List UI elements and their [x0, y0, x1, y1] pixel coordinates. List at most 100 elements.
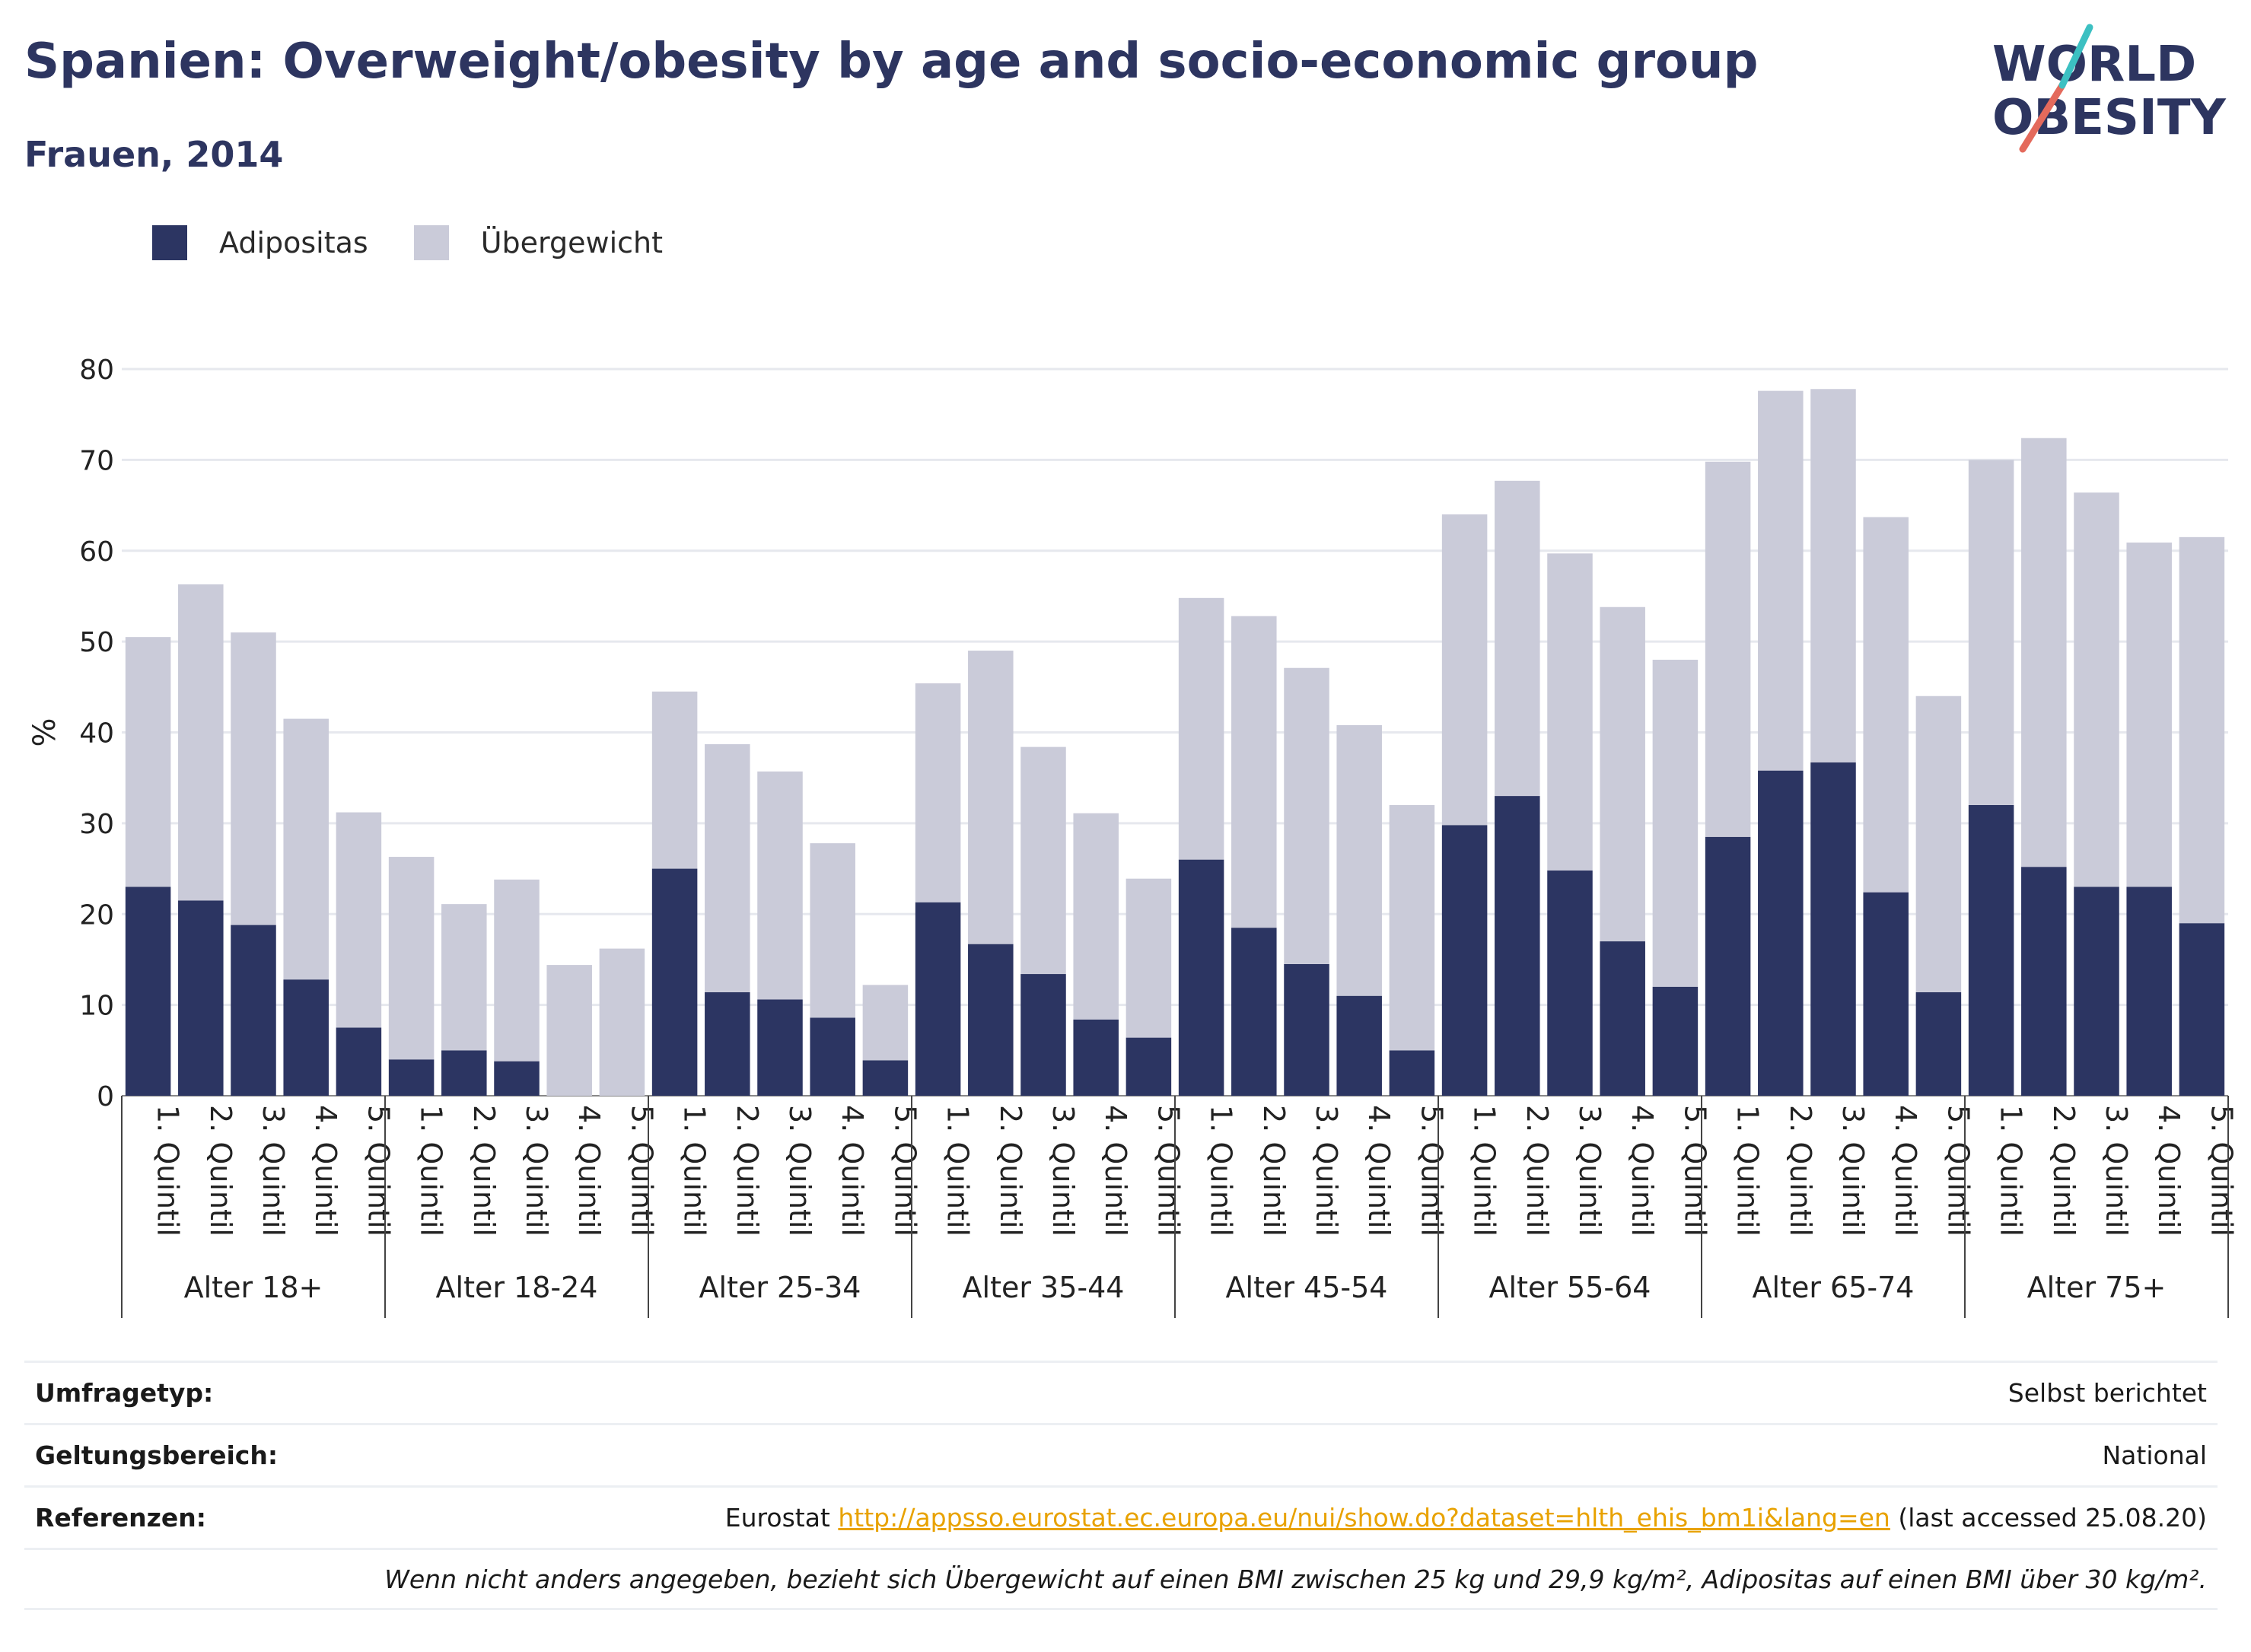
legend-item-obesity[interactable]: Adipositas [152, 225, 368, 260]
x-tick-label: 5. Quintil [1415, 1105, 1448, 1237]
bar-overweight [1968, 460, 2014, 805]
bar-overweight [810, 843, 855, 1018]
meta-row-scope: Geltungsbereich: National [24, 1423, 2218, 1485]
x-tick-label: 4. Quintil [1625, 1105, 1659, 1237]
bar-obesity [1810, 762, 1856, 1096]
bar-obesity [283, 979, 329, 1096]
legend-swatch-obesity [152, 225, 187, 260]
bar-overweight [2074, 492, 2119, 887]
bar-overweight [915, 683, 961, 902]
legend-item-overweight[interactable]: Übergewicht [413, 225, 663, 260]
bar-obesity [705, 992, 750, 1096]
bar-overweight [1126, 878, 1172, 1038]
y-tick-label: 10 [79, 991, 114, 1022]
bar-obesity [125, 886, 171, 1096]
x-tick-label: 4. Quintil [2152, 1105, 2186, 1237]
x-tick-label: 3. Quintil [783, 1105, 817, 1237]
references-link[interactable]: http://appsso.eurostat.ec.europa.eu/nui/… [838, 1503, 1890, 1533]
bar-obesity [2179, 923, 2225, 1096]
legend-label-overweight: Übergewicht [480, 226, 663, 259]
bar-obesity [2021, 867, 2067, 1096]
bar-overweight [2179, 536, 2225, 924]
bar-overweight [599, 948, 645, 1096]
x-tick-label: 2. Quintil [731, 1105, 764, 1237]
survey-type-value: Selbst berichtet [2007, 1378, 2207, 1408]
y-tick-label: 80 [79, 355, 114, 386]
x-tick-label: 1. Quintil [1468, 1105, 1501, 1237]
y-tick-label: 60 [79, 536, 114, 568]
meta-row-survey-type: Umfragetyp: Selbst berichtet [24, 1361, 2218, 1423]
group-label: Alter 55-64 [1489, 1271, 1651, 1304]
x-tick-label: 5. Quintil [1151, 1105, 1185, 1237]
bar-overweight [1073, 813, 1119, 1020]
bar-obesity [915, 902, 961, 1096]
bar-overweight [1863, 517, 1909, 893]
survey-type-label: Umfragetyp: [35, 1378, 214, 1408]
x-tick-label: 3. Quintil [1310, 1105, 1343, 1237]
x-tick-label: 1. Quintil [415, 1105, 448, 1237]
bar-obesity [1863, 892, 1909, 1096]
x-tick-label: 4. Quintil [1099, 1105, 1132, 1237]
scope-value: National [2102, 1440, 2207, 1470]
x-tick-label: 2. Quintil [467, 1105, 501, 1237]
y-tick-label: 50 [79, 627, 114, 658]
bar-overweight [1178, 597, 1224, 860]
bar-overweight [1915, 695, 1962, 992]
references-label: Referenzen: [35, 1503, 206, 1533]
bar-overweight [2021, 438, 2067, 867]
bar-overweight [546, 965, 592, 1096]
y-tick-label: 70 [79, 445, 114, 476]
bar-overweight [125, 637, 171, 887]
bar-obesity [1126, 1037, 1172, 1096]
page-subtitle: Frauen, 2014 [24, 134, 284, 175]
bar-obesity [1705, 836, 1751, 1096]
bar-obesity [1968, 805, 2014, 1096]
x-tick-label: 4. Quintil [1889, 1105, 1922, 1237]
x-tick-label: 3. Quintil [1836, 1105, 1870, 1237]
bar-overweight [2126, 543, 2172, 887]
y-tick-label: 0 [97, 1081, 114, 1112]
bar-overweight [757, 771, 803, 1000]
y-tick-label: 20 [79, 899, 114, 931]
group-label: Alter 75+ [2027, 1271, 2167, 1304]
group-label: Alter 18+ [184, 1271, 323, 1304]
x-tick-label: 3. Quintil [1046, 1105, 1080, 1237]
bar-overweight [1389, 805, 1435, 1051]
bar-obesity [231, 925, 276, 1096]
bar-overweight [1705, 461, 1751, 837]
x-tick-label: 1. Quintil [1205, 1105, 1238, 1237]
bar-overweight [1758, 390, 1804, 771]
bar-obesity [757, 999, 803, 1096]
x-tick-label: 5. Quintil [1678, 1105, 1711, 1237]
legend-label-obesity: Adipositas [219, 226, 368, 259]
x-tick-label: 4. Quintil [836, 1105, 869, 1237]
bar-obesity [1915, 992, 1962, 1096]
x-tick-label: 3. Quintil [520, 1105, 553, 1237]
meta-row-note: Wenn nicht anders angegeben, bezieht sic… [24, 1548, 2218, 1610]
x-tick-label: 1. Quintil [678, 1105, 712, 1237]
bar-overweight [705, 744, 750, 992]
x-tick-label: 2. Quintil [204, 1105, 237, 1237]
bar-overweight [1652, 660, 1699, 987]
bar-obesity [1178, 859, 1224, 1096]
bar-overweight [283, 718, 329, 980]
y-tick-label: 30 [79, 809, 114, 840]
bar-obesity [1389, 1050, 1435, 1096]
bar-overweight [862, 985, 909, 1061]
bar-obesity [1336, 995, 1382, 1096]
references-suffix: (last accessed 25.08.20) [1898, 1503, 2207, 1533]
x-tick-label: 1. Quintil [941, 1105, 975, 1237]
x-tick-label: 5. Quintil [888, 1105, 922, 1237]
bar-obesity [651, 868, 698, 1096]
bar-obesity [2126, 886, 2172, 1096]
x-tick-label: 5. Quintil [361, 1105, 395, 1237]
bar-overweight [388, 857, 435, 1060]
logo-slash-coral [2019, 81, 2066, 153]
bar-obesity [1652, 986, 1699, 1096]
x-tick-label: 2. Quintil [1257, 1105, 1291, 1237]
x-tick-label: 4. Quintil [1362, 1105, 1396, 1237]
bar-obesity [441, 1050, 487, 1096]
bar-overweight [1441, 514, 1488, 826]
y-axis-label: % [27, 718, 62, 746]
group-label: Alter 25-34 [699, 1271, 861, 1304]
